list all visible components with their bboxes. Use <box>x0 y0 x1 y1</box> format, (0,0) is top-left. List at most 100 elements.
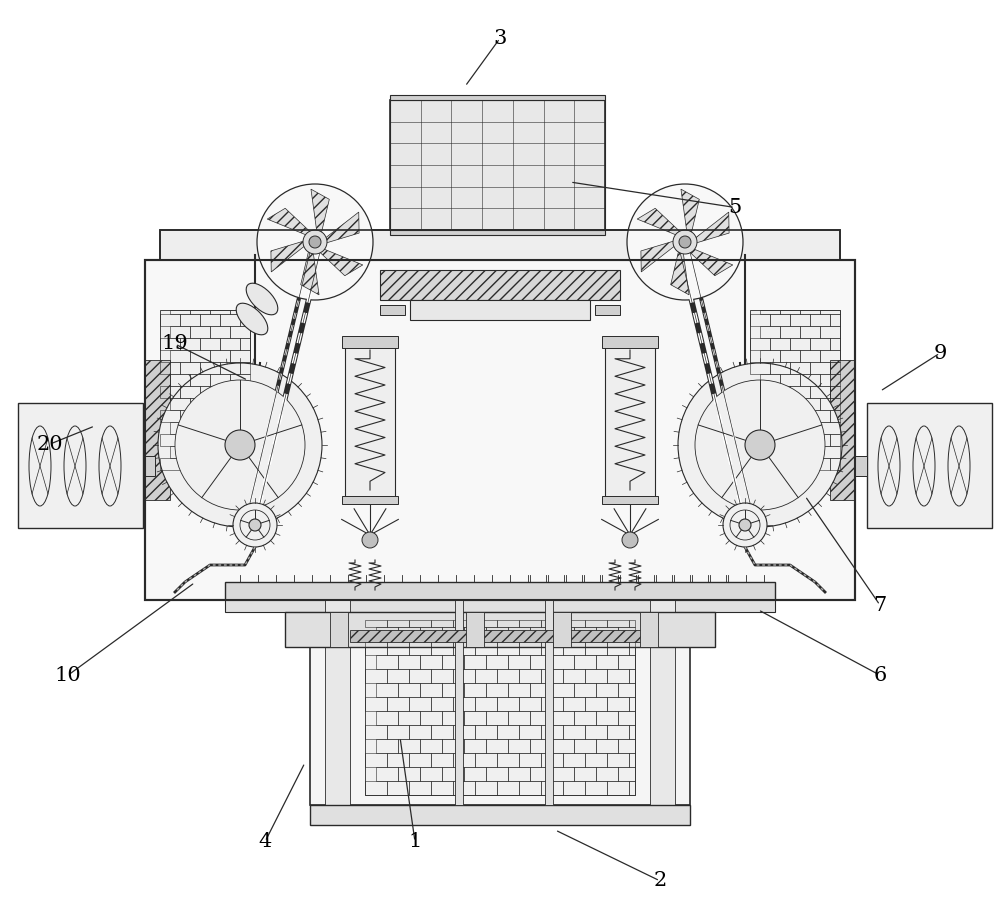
Bar <box>431 753 453 767</box>
Bar <box>750 310 840 470</box>
Bar <box>475 753 497 767</box>
Bar <box>190 422 210 434</box>
Bar <box>442 627 464 641</box>
Bar <box>563 669 585 683</box>
Bar <box>170 446 190 458</box>
Bar <box>431 725 453 739</box>
Bar <box>390 95 605 100</box>
Bar <box>574 683 596 697</box>
Bar <box>541 669 563 683</box>
Bar <box>365 781 387 795</box>
Bar <box>618 627 635 641</box>
Bar <box>180 434 200 446</box>
Bar <box>820 310 840 314</box>
Bar <box>541 725 563 739</box>
Bar <box>453 697 475 711</box>
Circle shape <box>158 363 322 527</box>
Bar <box>770 314 790 326</box>
Bar <box>508 627 530 641</box>
Bar <box>220 338 240 350</box>
Bar <box>180 362 200 374</box>
Bar <box>225 600 775 612</box>
Bar <box>220 458 240 470</box>
Bar <box>563 781 585 795</box>
Polygon shape <box>693 212 729 244</box>
Bar <box>376 739 398 753</box>
Bar <box>810 338 830 350</box>
Circle shape <box>362 532 378 548</box>
Polygon shape <box>671 248 689 295</box>
Bar <box>607 669 629 683</box>
Bar <box>230 310 250 314</box>
Bar <box>190 310 210 314</box>
Bar <box>409 620 431 627</box>
Bar <box>230 446 250 458</box>
Bar <box>200 434 220 446</box>
Bar <box>190 326 210 338</box>
Bar <box>442 739 464 753</box>
Bar <box>760 350 780 362</box>
Bar <box>618 767 635 781</box>
Bar <box>508 739 530 753</box>
Bar <box>596 767 618 781</box>
Bar <box>585 669 607 683</box>
Bar <box>200 410 220 422</box>
Bar <box>552 739 574 753</box>
Bar <box>574 655 596 669</box>
Bar <box>618 711 635 725</box>
Bar <box>552 627 574 641</box>
Bar <box>530 655 552 669</box>
Bar <box>145 260 855 600</box>
Bar <box>552 683 574 697</box>
Bar <box>210 326 230 338</box>
Circle shape <box>745 430 775 460</box>
Bar <box>160 434 180 446</box>
Polygon shape <box>641 240 677 272</box>
Bar <box>810 386 830 398</box>
Bar <box>376 683 398 697</box>
Bar <box>760 446 780 458</box>
Bar <box>420 655 442 669</box>
Bar <box>519 620 541 627</box>
Bar <box>398 683 420 697</box>
Bar <box>541 641 563 655</box>
Bar <box>800 310 820 314</box>
Bar <box>230 422 250 434</box>
Bar <box>486 683 508 697</box>
Bar <box>240 362 250 374</box>
Bar <box>170 398 190 410</box>
Bar <box>790 338 810 350</box>
Bar <box>541 781 563 795</box>
Bar <box>780 422 800 434</box>
Bar <box>365 620 635 795</box>
Bar <box>750 338 770 350</box>
Bar <box>387 753 409 767</box>
Bar <box>629 753 635 767</box>
Bar <box>380 270 620 300</box>
Bar <box>345 340 395 500</box>
Bar <box>190 374 210 386</box>
Bar <box>240 458 250 470</box>
Circle shape <box>309 236 321 248</box>
Bar <box>240 434 250 446</box>
Circle shape <box>673 230 697 254</box>
Circle shape <box>678 363 842 527</box>
Bar <box>800 374 820 386</box>
Bar <box>750 386 770 398</box>
Bar <box>160 310 250 470</box>
Bar <box>820 374 840 386</box>
Bar <box>466 612 484 647</box>
Bar <box>409 641 431 655</box>
Bar <box>220 362 240 374</box>
Bar <box>442 655 464 669</box>
Bar <box>800 326 820 338</box>
Text: 6: 6 <box>873 666 887 684</box>
Circle shape <box>627 184 743 300</box>
Bar <box>431 781 453 795</box>
Bar <box>455 600 463 805</box>
Bar <box>800 422 820 434</box>
Polygon shape <box>267 208 313 237</box>
Bar <box>830 360 855 500</box>
Bar <box>190 350 210 362</box>
Bar <box>18 403 143 528</box>
